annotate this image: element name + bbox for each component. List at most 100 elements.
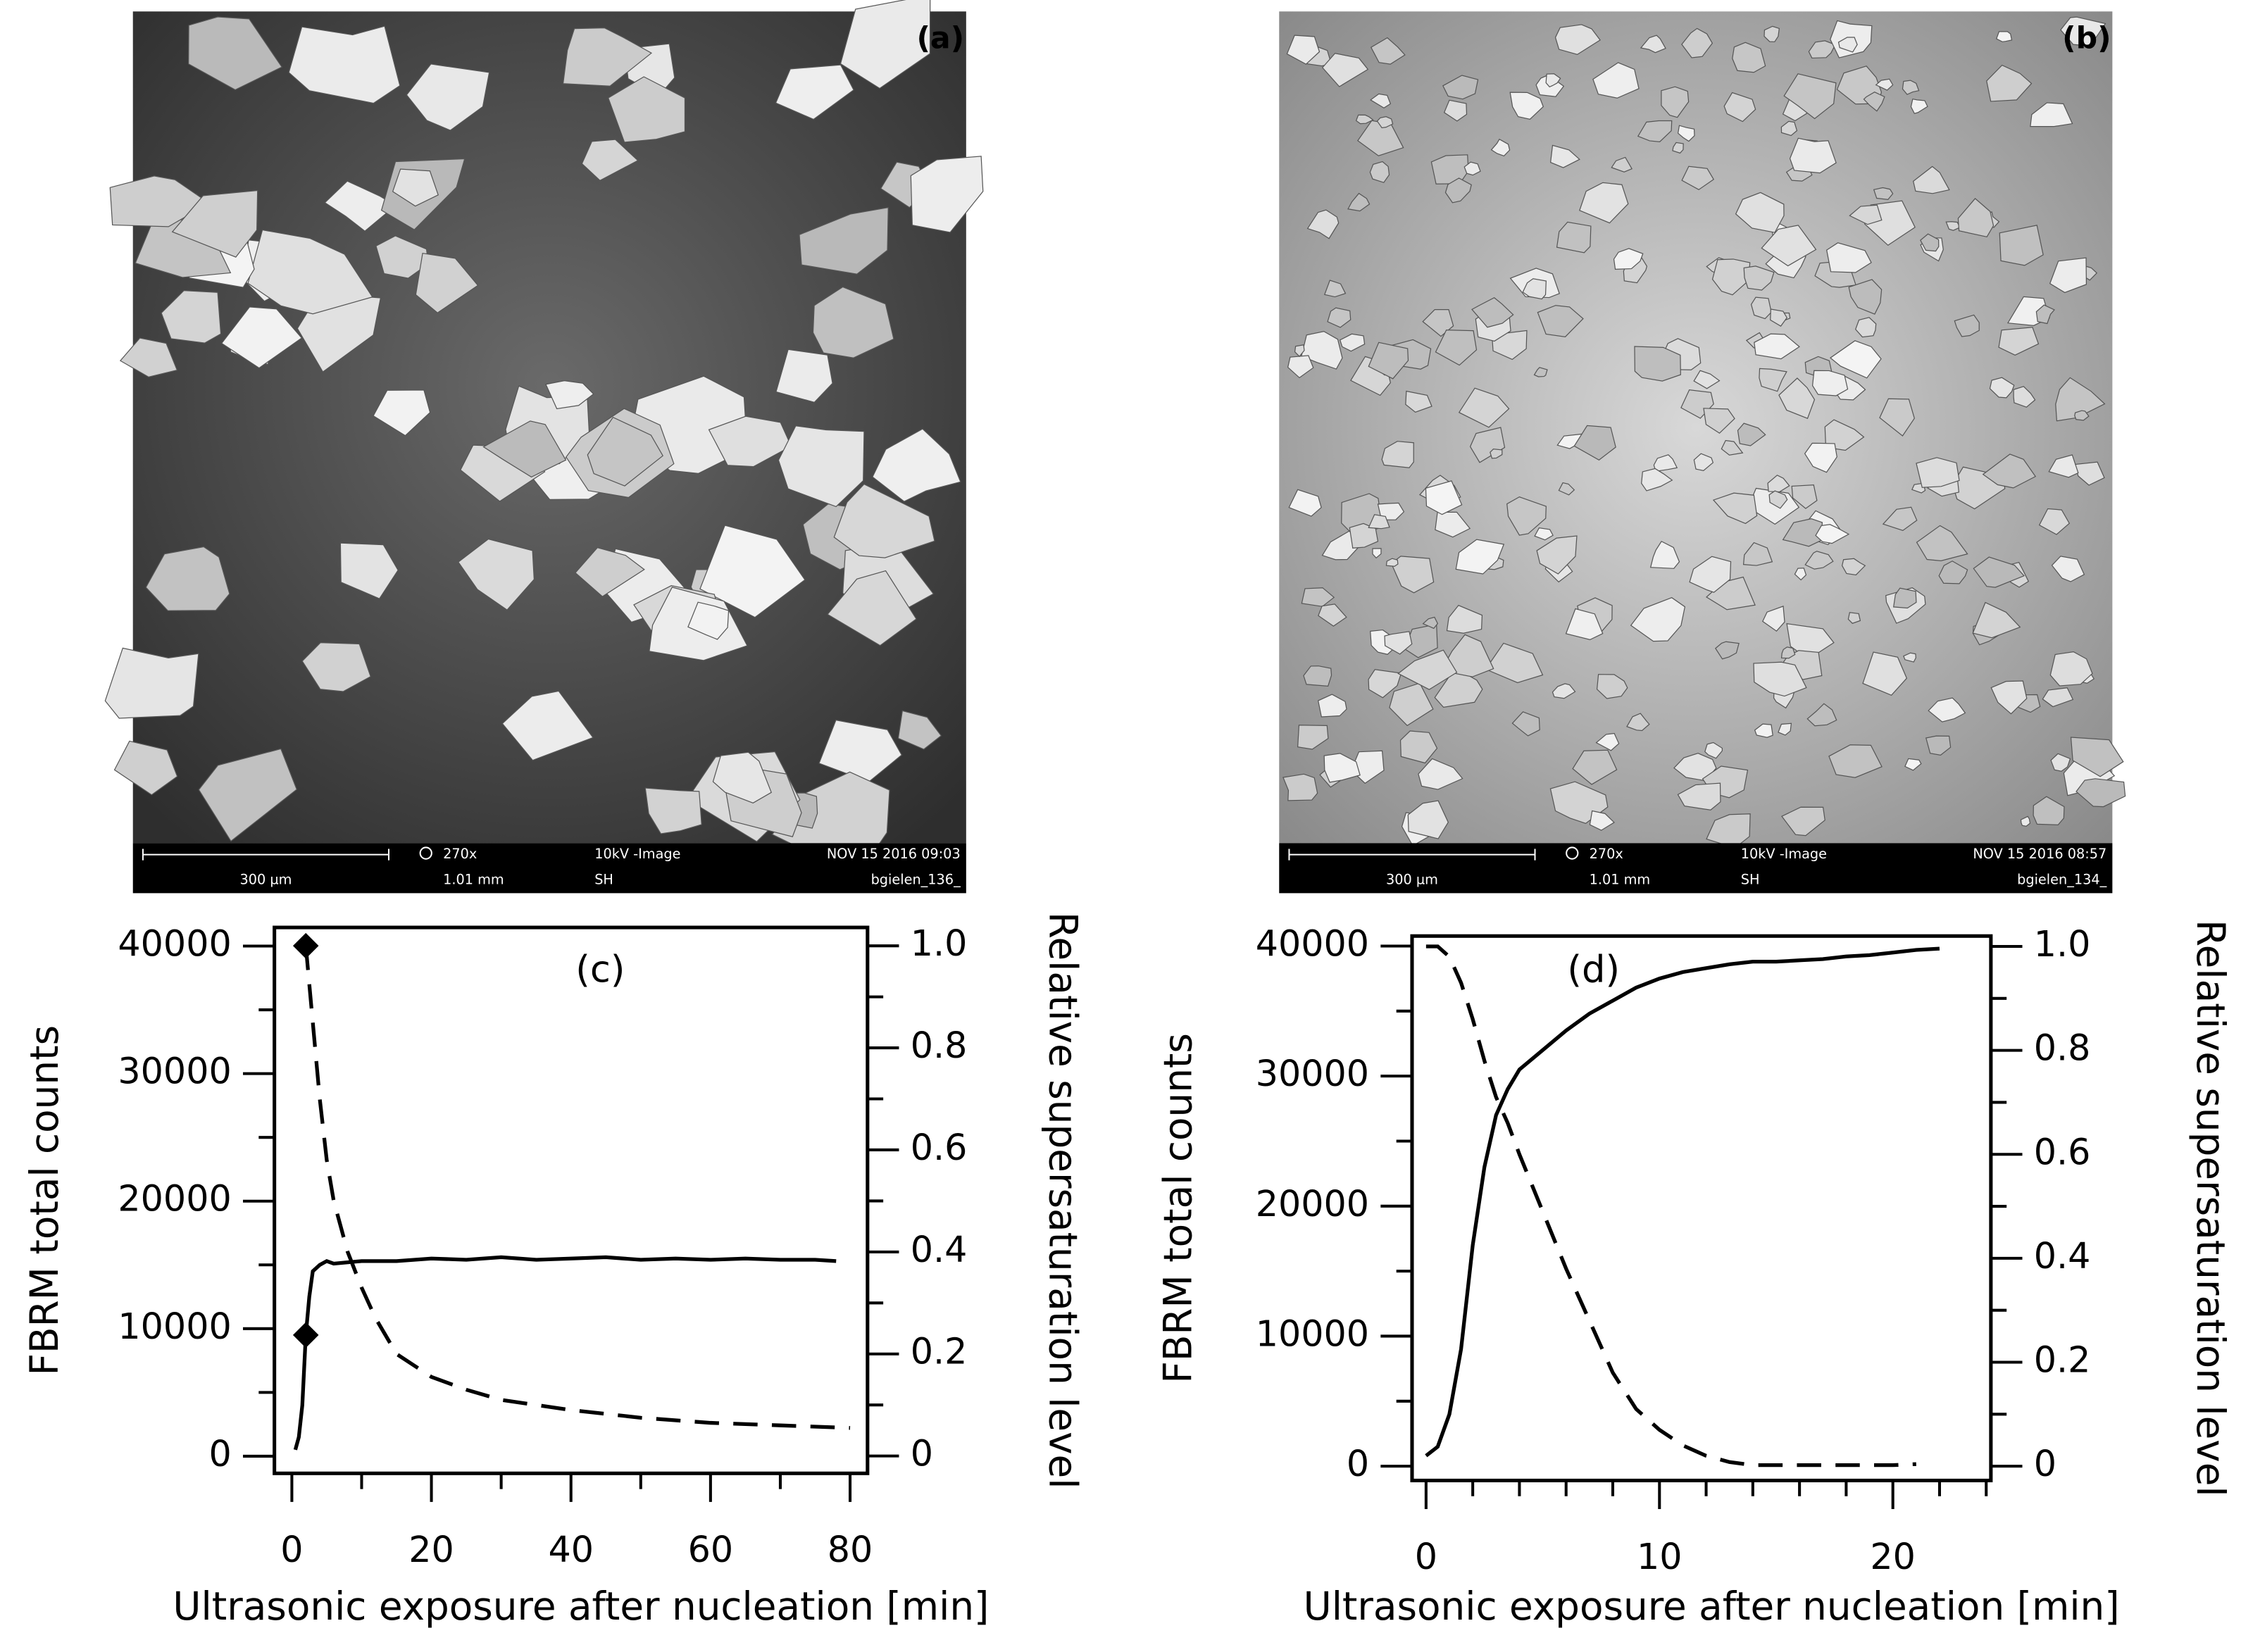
crystal xyxy=(1592,62,1640,99)
crystal xyxy=(1677,125,1695,142)
crystal xyxy=(1849,204,1883,225)
crystal xyxy=(501,690,594,761)
crystal xyxy=(1704,741,1723,759)
crystal xyxy=(339,542,399,599)
crystal xyxy=(1973,556,2025,588)
crystal xyxy=(1673,753,1717,782)
crystal xyxy=(1446,604,1483,634)
crystal xyxy=(1778,377,1816,420)
sem-image: 300 µm 270x 1.01 mm 10kV -Image SH NOV 15 201… xyxy=(104,0,984,894)
crystal xyxy=(1828,744,1883,778)
crystal xyxy=(1794,568,1807,581)
crystal xyxy=(1377,502,1405,520)
crystal xyxy=(1873,187,1894,200)
y-tick-label: 40000 xyxy=(1256,922,1369,964)
crystal xyxy=(1703,408,1735,434)
crystal xyxy=(1875,78,1894,91)
crystal xyxy=(1321,53,1369,87)
crystal xyxy=(827,570,917,646)
crystal xyxy=(562,27,653,87)
crystal xyxy=(119,337,178,378)
crystal xyxy=(415,252,479,314)
crystal xyxy=(288,25,401,104)
solid-line xyxy=(1425,946,1940,1458)
crystal xyxy=(1549,144,1580,168)
crystal xyxy=(1572,749,1618,785)
crystal xyxy=(1536,535,1578,575)
crystal xyxy=(1982,453,2037,489)
y2-tick-label: 1.0 xyxy=(2034,923,2091,965)
crystal xyxy=(1303,665,1332,687)
crystal xyxy=(1287,355,1314,379)
crystal xyxy=(1455,539,1505,575)
crystal xyxy=(1626,713,1650,732)
info-bar xyxy=(1279,843,2113,894)
y2-tick-label: 0.6 xyxy=(2034,1131,2091,1172)
crystal xyxy=(145,546,230,611)
crystal xyxy=(1759,368,1787,392)
file-name: bgielen_134_ xyxy=(2017,872,2106,888)
y-tick-label: 10000 xyxy=(118,1306,231,1347)
crystal xyxy=(104,647,199,719)
x-axis-label: Ultrasonic exposure after nucleation [mi… xyxy=(173,1584,989,1629)
crystal xyxy=(1463,161,1481,176)
crystal xyxy=(1630,597,1686,642)
crystal xyxy=(161,289,222,344)
x-tick-label: 10 xyxy=(1637,1536,1683,1577)
y2-tick-label: 0.2 xyxy=(911,1331,968,1372)
crystal xyxy=(1653,454,1678,473)
crystal xyxy=(1904,758,1922,771)
crystal xyxy=(1301,587,1335,607)
crystal xyxy=(247,229,373,315)
crystal xyxy=(1767,475,1790,493)
crystal xyxy=(1641,468,1673,492)
crystal xyxy=(1511,711,1540,737)
crystal xyxy=(1954,314,1980,337)
crystal xyxy=(1750,296,1772,320)
crystal xyxy=(1804,551,1834,570)
magnification: 270x xyxy=(443,846,477,862)
y-tick-label: 0 xyxy=(208,1433,231,1475)
crystal xyxy=(1916,525,1968,561)
crystal xyxy=(1355,114,1374,125)
x-tick-label: 0 xyxy=(280,1529,303,1570)
crystal xyxy=(1781,806,1825,837)
y-tick-label: 20000 xyxy=(1256,1183,1369,1225)
crystal xyxy=(482,420,567,478)
crystal xyxy=(1372,548,1382,559)
crystal xyxy=(1444,177,1472,204)
field-width: 1.01 mm xyxy=(1590,872,1651,888)
crystal xyxy=(1770,308,1788,327)
crystal xyxy=(607,76,686,143)
field-width: 1.01 mm xyxy=(443,872,504,888)
crystal xyxy=(1681,27,1713,58)
crystal xyxy=(1920,233,1940,252)
crystal xyxy=(812,286,894,358)
crystal xyxy=(1589,810,1615,831)
crystal xyxy=(1282,773,1318,801)
crystal xyxy=(1435,511,1471,538)
crystal xyxy=(1986,64,2033,102)
crystal xyxy=(1957,198,1995,237)
x-tick-label: 60 xyxy=(688,1529,734,1570)
crystal xyxy=(1780,646,1796,659)
crystal xyxy=(2033,796,2065,825)
crystal xyxy=(1742,542,1773,566)
crystal xyxy=(1824,419,1865,451)
crystal xyxy=(1753,661,1807,697)
crystal xyxy=(1990,680,2028,715)
crystal xyxy=(1916,457,1960,488)
crystal xyxy=(406,63,490,131)
crystal xyxy=(1754,723,1773,738)
crystal xyxy=(1892,587,1917,609)
crystal xyxy=(1912,165,1950,194)
crystal xyxy=(1573,425,1616,461)
crystal xyxy=(775,349,833,403)
crystal xyxy=(1422,616,1439,630)
crystal xyxy=(2030,102,2073,127)
crystal xyxy=(1721,439,1744,456)
crystal xyxy=(1469,427,1506,463)
y-tick-label: 10000 xyxy=(1256,1313,1369,1354)
crystal xyxy=(1534,527,1554,541)
